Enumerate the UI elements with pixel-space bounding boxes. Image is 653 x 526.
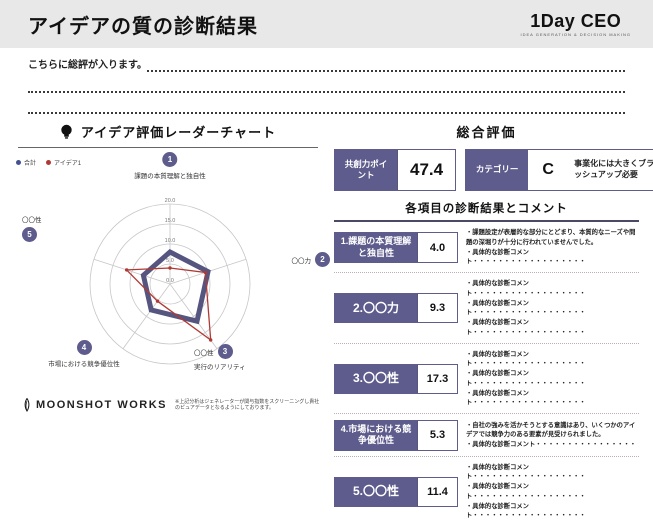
item-comments: 自社の強みを活かそうとする意識はあり、いくつかのアイデアでは競争力のある要素が見… [466, 421, 639, 450]
diagnosis-comment: 具体的な診断コメント・・・・・・・・・・・・・・・・・・ [466, 350, 639, 370]
radar-chart-area: 合計 アイデア1 0.0 5.0 10.0 15.0 20.0 1 課題の本質理解と独自… [10, 152, 330, 390]
legend-dot-secondary [46, 160, 51, 165]
radar-axis-label-5: 〇〇性 5 [22, 214, 42, 242]
item-score-box: 5.〇〇性 11.4 [334, 477, 458, 507]
radar-axis-label-2: 〇〇力 2 [292, 252, 331, 267]
page-title: アイデアの質の診断結果 [28, 10, 258, 39]
radar-section-title: アイデア評価レーダーチャート [81, 122, 276, 141]
diagnosis-comment: 具体的な診断コメント・・・・・・・・・・・・・・・・・・ [466, 248, 639, 268]
diagnosis-comment: 具体的な診断コメント・・・・・・・・・・・・・・・・・・ [466, 279, 639, 299]
axis-number-badge: 1 [163, 152, 178, 167]
svg-text:20.0: 20.0 [165, 198, 176, 204]
axis-number-badge: 2 [315, 252, 330, 267]
cocreation-point-value: 47.4 [397, 150, 455, 190]
radar-axis-label-3: 〇〇性 3 実行のリアリティ [194, 344, 246, 371]
item-score-box: 3.〇〇性 17.3 [334, 364, 458, 394]
item-label: 1.課題の本質理解と独自性 [335, 233, 417, 262]
item-label: 5.〇〇性 [335, 478, 417, 506]
diagnosis-comment: 具体的な診断コメント・・・・・・・・・・・・・・・・・・ [466, 318, 639, 338]
table-row: 5.〇〇性 11.4 具体的な診断コメント・・・・・・・・・・・・・・・・・・具… [334, 457, 639, 526]
radar-panel: アイデア評価レーダーチャート 合計 アイデア1 0.0 5.0 10.0 15.0 20… [0, 120, 332, 526]
footnote-text: ※上記分析はジェネレーターが関与指数をスクリーニングし貴社のピュアデータとなるよ… [175, 399, 322, 412]
category-note: 事業化には大きくブラッシュアップ必要 [568, 150, 653, 190]
item-score: 9.3 [417, 294, 457, 322]
diagnosis-table-title: 各項目の診断結果とコメント [334, 200, 639, 222]
item-comments: 具体的な診断コメント・・・・・・・・・・・・・・・・・・具体的な診断コメント・・… [466, 279, 639, 338]
axis-number-badge: 3 [218, 344, 233, 359]
table-row: 3.〇〇性 17.3 具体的な診断コメント・・・・・・・・・・・・・・・・・・具… [334, 344, 639, 415]
diagnosis-comment: 具体的な診断コメント・・・・・・・・・・・・・・・・ [466, 440, 639, 450]
item-score: 4.0 [417, 233, 457, 262]
axis-number-badge: 5 [22, 227, 37, 242]
brand-logo-tagline: IDEA GENERATION & DECISION MAKING [521, 33, 632, 37]
cocreation-point-box: 共創力ポイント 47.4 [334, 149, 456, 191]
summary-placeholder-text: こちらに総評が入ります。 [28, 56, 147, 72]
item-label: 4.市場における競争優位性 [335, 421, 417, 450]
item-label: 2.〇〇力 [335, 294, 417, 322]
brand-logo: 1Day CEO IDEA GENERATION & DECISION MAKI… [521, 12, 632, 37]
moonshot-logo-icon [22, 398, 32, 412]
item-score: 11.4 [417, 478, 457, 506]
item-score: 5.3 [417, 421, 457, 450]
category-label: カテゴリー [466, 150, 528, 190]
lightbulb-icon [60, 124, 73, 140]
axis-number-badge: 4 [77, 340, 92, 355]
item-comments: 課題設定が表層的な部分にとどまり、本質的なニーズや問題の深堀りが十分に行われてい… [466, 228, 639, 267]
item-comments: 具体的な診断コメント・・・・・・・・・・・・・・・・・・具体的な診断コメント・・… [466, 350, 639, 409]
cocreation-point-label: 共創力ポイント [335, 150, 397, 190]
radar-axis-label-1: 1 課題の本質理解と独自性 [134, 152, 206, 180]
table-row: 1.課題の本質理解と独自性 4.0 課題設定が表層的な部分にとどまり、本質的なニ… [334, 222, 639, 273]
diagnosis-comment: 具体的な診断コメント・・・・・・・・・・・・・・・・・・ [466, 369, 639, 389]
item-score: 17.3 [417, 365, 457, 393]
item-comments: 具体的な診断コメント・・・・・・・・・・・・・・・・・・具体的な診断コメント・・… [466, 463, 639, 522]
chart-legend: 合計 アイデア1 [16, 158, 81, 167]
legend-item-total: 合計 [16, 158, 36, 167]
legend-item-idea: アイデア1 [46, 158, 81, 167]
item-score-box: 2.〇〇力 9.3 [334, 293, 458, 323]
table-row: 4.市場における競争優位性 5.3 自社の強みを活かそうとする意識はあり、いくつ… [334, 414, 639, 457]
left-footer: MOONSHOT WORKS ※上記分析はジェネレーターが関与指数をスクリーニン… [22, 398, 322, 412]
diagnosis-comment: 具体的な診断コメント・・・・・・・・・・・・・・・・・・ [466, 389, 639, 409]
summary-section: こちらに総評が入ります。 [0, 48, 653, 114]
diagnosis-comment: 具体的な診断コメント・・・・・・・・・・・・・・・・・・ [466, 463, 639, 483]
diagnosis-comment: 具体的な診断コメント・・・・・・・・・・・・・・・・・・ [466, 299, 639, 319]
category-grade: C [528, 150, 568, 190]
moonshot-logo: MOONSHOT WORKS [22, 398, 167, 412]
svg-text:0.0: 0.0 [166, 278, 174, 284]
evaluation-panel: 総合評価 共創力ポイント 47.4 カテゴリー C 事業化には大きくブラッシュア… [334, 120, 639, 526]
diagnosis-comment: 課題設定が表層的な部分にとどまり、本質的なニーズや問題の深堀りが十分に行われてい… [466, 228, 639, 248]
svg-text:15.0: 15.0 [165, 218, 176, 224]
diagnosis-comment: 具体的な診断コメント・・・・・・・・・・・・・・・・・・ [466, 482, 639, 502]
svg-text:10.0: 10.0 [165, 238, 176, 244]
header-bar: アイデアの質の診断結果 1Day CEO IDEA GENERATION & D… [0, 0, 653, 48]
radar-axis-label-4: 4 市場における競争優位性 [26, 340, 142, 368]
table-row: 2.〇〇力 9.3 具体的な診断コメント・・・・・・・・・・・・・・・・・・具体… [334, 273, 639, 344]
item-label: 3.〇〇性 [335, 365, 417, 393]
report-page: アイデアの質の診断結果 1Day CEO IDEA GENERATION & D… [0, 0, 653, 405]
dotted-leader [28, 83, 625, 93]
item-score-box: 4.市場における競争優位性 5.3 [334, 420, 458, 451]
overall-evaluation-title: 総合評価 [334, 122, 639, 141]
brand-logo-text: 1Day CEO [521, 12, 632, 30]
category-box: カテゴリー C 事業化には大きくブラッシュアップ必要 [465, 149, 653, 191]
diagnosis-table: 1.課題の本質理解と独自性 4.0 課題設定が表層的な部分にとどまり、本質的なニ… [334, 222, 639, 526]
diagnosis-comment: 自社の強みを活かそうとする意識はあり、いくつかのアイデアでは競争力のある要素が見… [466, 421, 639, 441]
moonshot-logo-text: MOONSHOT WORKS [36, 399, 167, 411]
svg-text:5.0: 5.0 [166, 258, 174, 264]
diagnosis-comment: 具体的な診断コメント・・・・・・・・・・・・・・・・・・ [466, 502, 639, 522]
dotted-leader [147, 62, 625, 72]
legend-dot-primary [16, 160, 21, 165]
dotted-leader [28, 104, 625, 114]
item-score-box: 1.課題の本質理解と独自性 4.0 [334, 232, 458, 263]
